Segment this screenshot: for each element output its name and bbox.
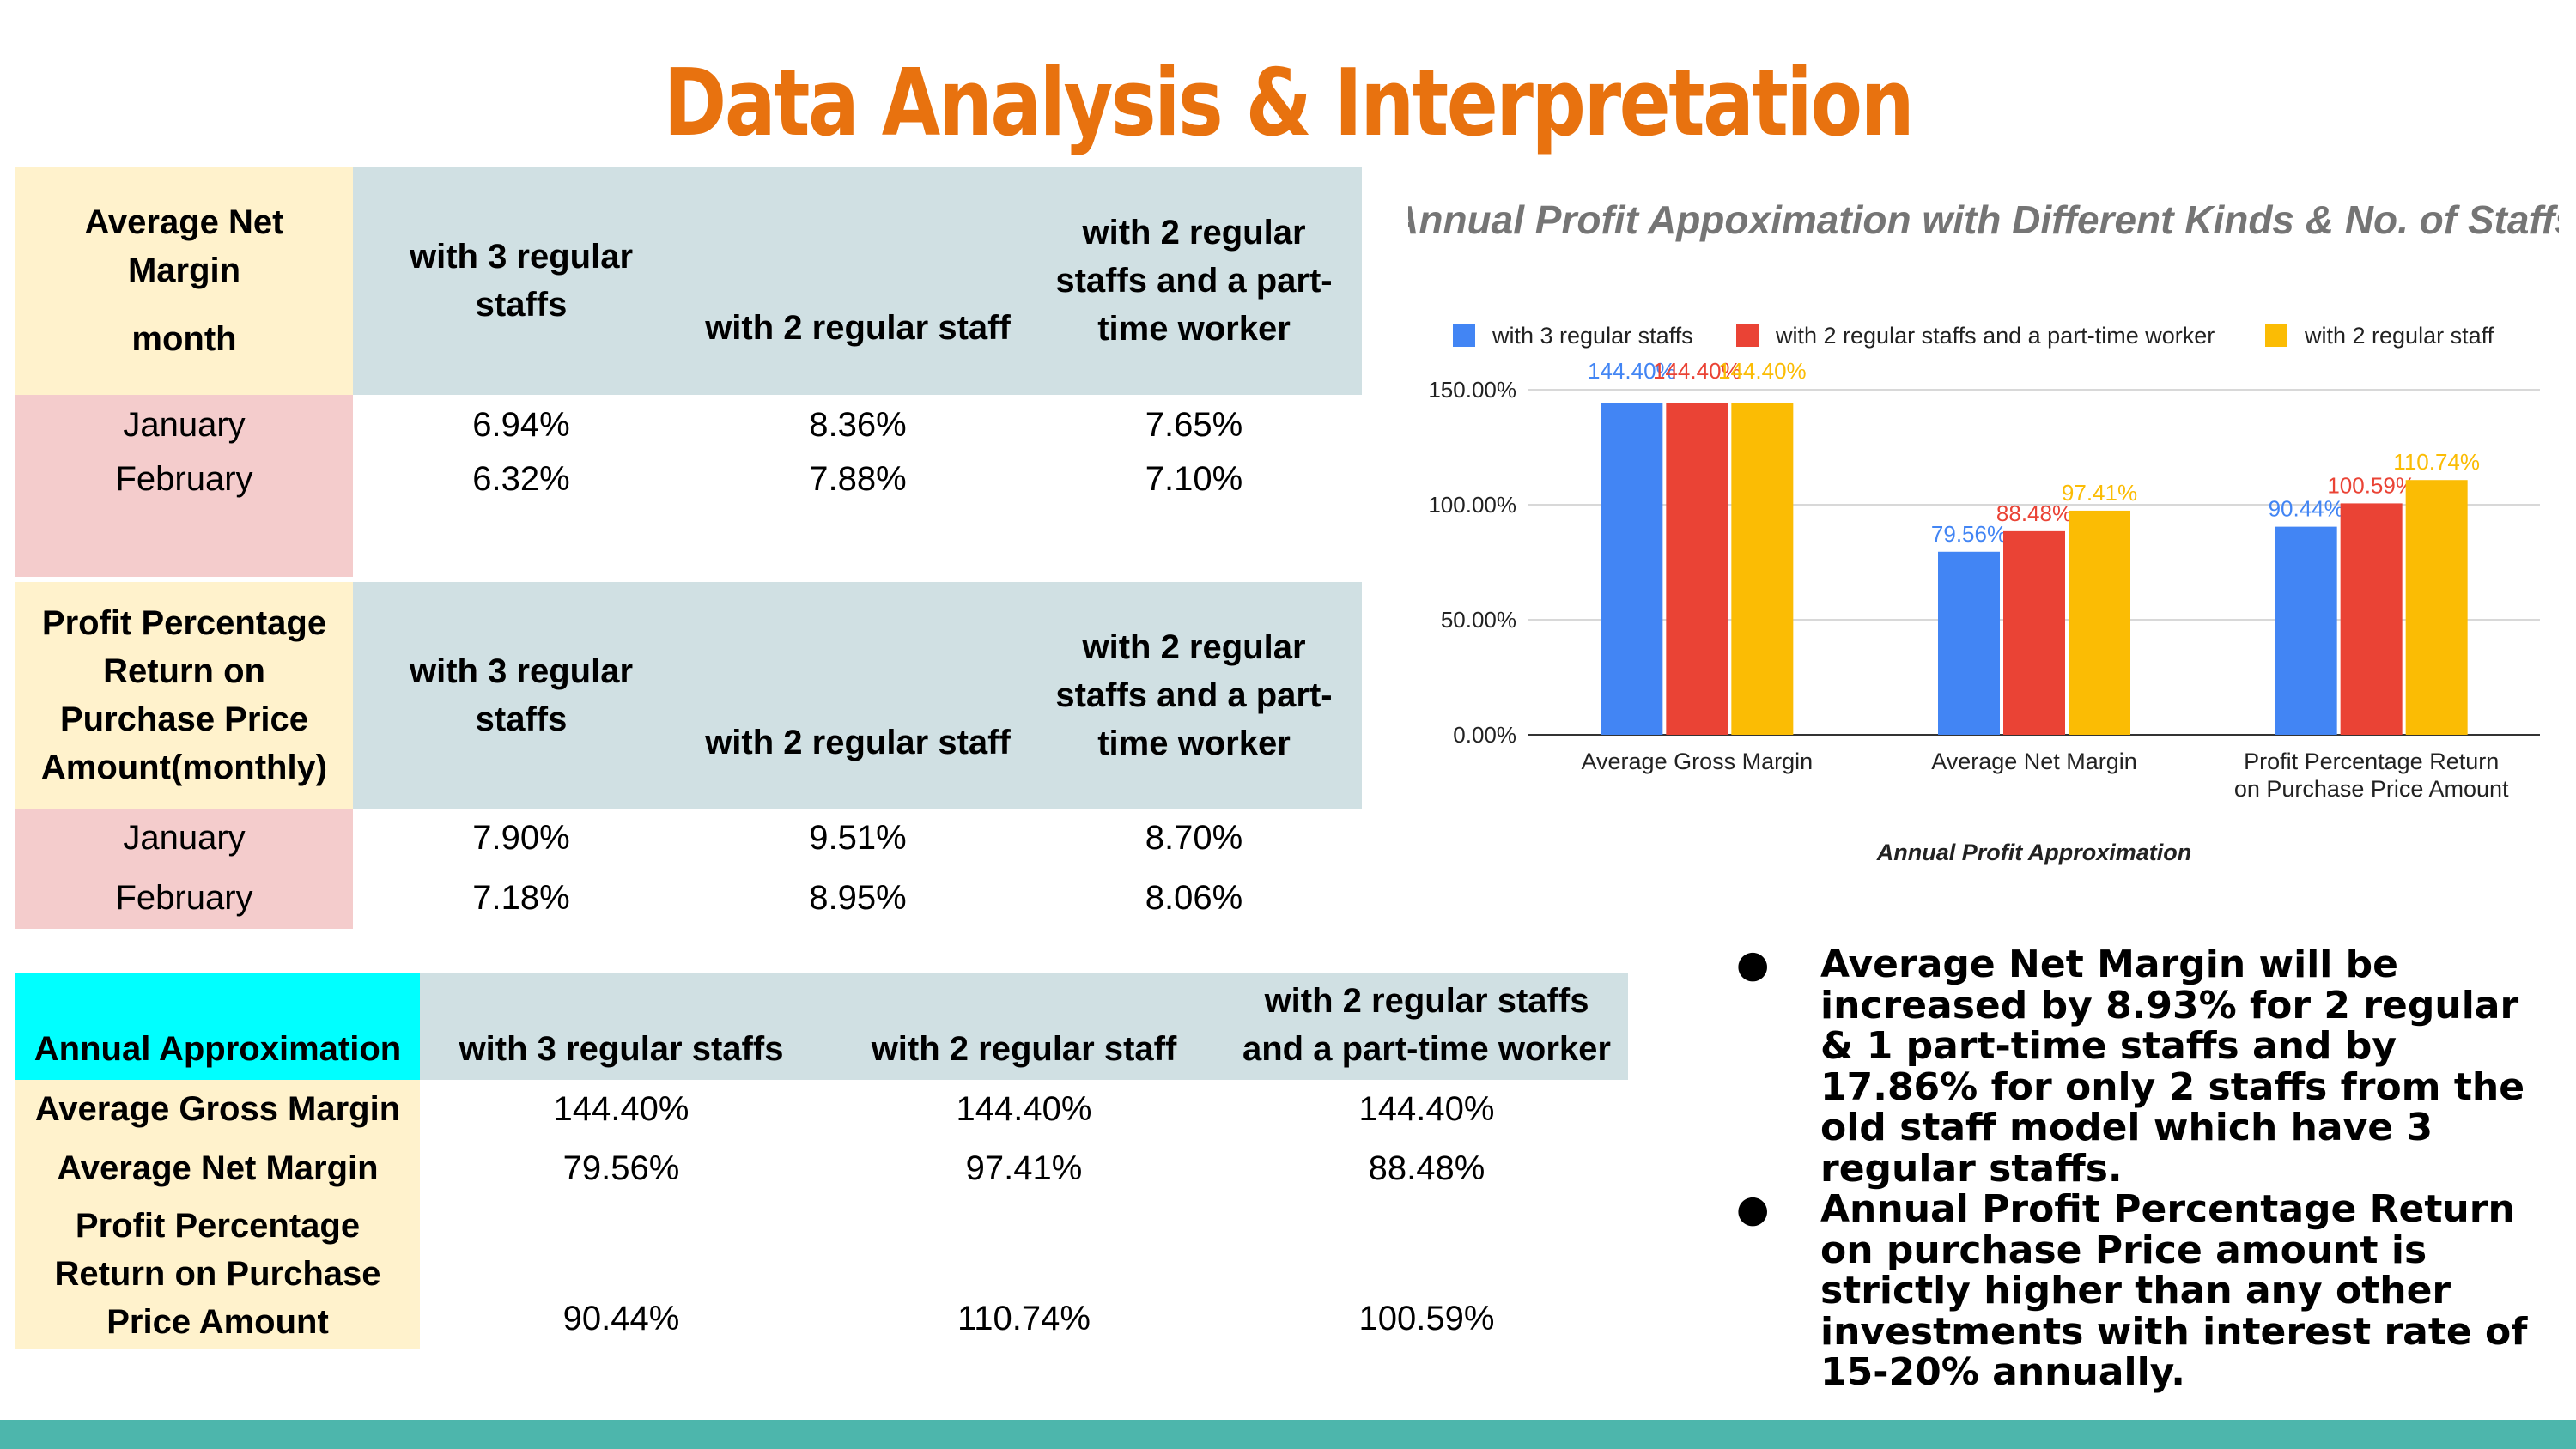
row-label: Profit Percentage Return on Purchase Pri… xyxy=(15,1198,420,1349)
table-cell: 97.41% xyxy=(965,1149,1083,1187)
bar xyxy=(1666,403,1728,735)
net-margin-corner-title: Average Net Margin xyxy=(84,203,284,289)
data-label: 97.41% xyxy=(2062,480,2137,506)
row-label: January xyxy=(15,809,353,867)
bar xyxy=(1938,551,2000,735)
y-tick-label: 50.00% xyxy=(1441,607,1516,633)
annual-approximation-table: Annual Approximation with 3 regular staf… xyxy=(15,973,1628,1349)
net-margin-table: Average Net Margin month with 3 regular … xyxy=(15,167,1362,577)
net-margin-corner-cell: Average Net Margin month xyxy=(15,167,353,395)
column-header: with 2 regular staff xyxy=(823,973,1225,1080)
footer-bar xyxy=(0,1420,2576,1449)
data-label: 90.44% xyxy=(2269,496,2344,522)
data-label: 110.74% xyxy=(2393,449,2480,475)
table-cell: 144.40% xyxy=(1358,1090,1495,1128)
row-label: February xyxy=(15,867,353,929)
column-header: with 3 regular staffs xyxy=(420,973,823,1080)
bar xyxy=(1731,403,1794,735)
x-tick-label: Profit Percentage Return on Purchase Pric… xyxy=(2234,749,2509,802)
row-label: January xyxy=(15,395,353,455)
bullet-item: ● Average Net Margin will be increased b… xyxy=(1726,944,2550,1189)
table-cell: 6.32% xyxy=(472,460,570,498)
table-cell: 8.06% xyxy=(1145,879,1243,917)
legend-swatch xyxy=(1736,324,1759,347)
table-cell: 8.36% xyxy=(809,406,907,444)
column-header: with 2 regular staffs and a part-time wo… xyxy=(1026,167,1362,395)
key-findings-list: ● Average Net Margin will be increased b… xyxy=(1726,944,2550,1393)
annual-profit-chart: Annual Profit Appoximation with Differen… xyxy=(1389,189,2576,893)
data-label: 144.40% xyxy=(1718,358,1807,384)
table-cell: 8.70% xyxy=(1145,819,1243,857)
profit-return-table: Profit Percentage Return on Purchase Pri… xyxy=(15,582,1362,929)
table-cell: 7.10% xyxy=(1145,460,1243,498)
column-header: with 2 regular staffs and a part-time wo… xyxy=(1026,582,1362,809)
table-cell: 7.90% xyxy=(472,819,570,857)
column-header: with 2 regular staff xyxy=(690,582,1026,809)
row-label: February xyxy=(15,455,353,577)
table-cell: 100.59% xyxy=(1358,1300,1495,1337)
column-header: with 2 regular staffs and a part-time wo… xyxy=(1225,973,1628,1080)
legend-label: with 3 regular staffs xyxy=(1492,323,1693,349)
data-label: 100.59% xyxy=(2327,472,2415,498)
legend-swatch xyxy=(1453,324,1475,347)
table-cell: 7.65% xyxy=(1145,406,1243,444)
x-tick-label: Average Net Margin xyxy=(1931,749,2137,774)
y-tick-label: 0.00% xyxy=(1453,722,1516,748)
data-label: 88.48% xyxy=(1996,500,2072,526)
row-label: Average Net Margin xyxy=(15,1138,420,1198)
table-cell: 88.48% xyxy=(1368,1149,1485,1187)
column-header: with 3 regular staffs xyxy=(353,582,690,809)
chart-svg: Annual Profit Appoximation with Differen… xyxy=(1389,197,2576,865)
legend-swatch xyxy=(2265,324,2287,347)
table-cell: 79.56% xyxy=(562,1149,680,1187)
bar xyxy=(2003,530,2065,735)
table-cell: 144.40% xyxy=(956,1090,1092,1128)
bar xyxy=(2340,503,2403,735)
table-cell: 90.44% xyxy=(562,1300,680,1337)
data-label: 144.40% xyxy=(1588,358,1676,384)
table-cell: 9.51% xyxy=(809,819,907,857)
bullet-text: Annual Profit Percentage Return on purch… xyxy=(1820,1187,2528,1394)
row-label: Average Gross Margin xyxy=(15,1080,420,1138)
chart-title: Annual Profit Appoximation with Differen… xyxy=(1408,197,2559,242)
bullet-text: Average Net Margin will be increased by … xyxy=(1820,943,2525,1191)
column-header: with 3 regular staffs xyxy=(353,167,690,395)
bar xyxy=(2405,480,2468,735)
table-cell: 7.88% xyxy=(809,460,907,498)
legend-label: with 2 regular staff xyxy=(2304,323,2494,349)
bar xyxy=(2069,510,2130,735)
column-header: with 2 regular staff xyxy=(690,167,1026,395)
profit-return-corner-title: Profit Percentage Return on Purchase Pri… xyxy=(15,582,353,809)
bullet-dot-icon: ● xyxy=(1736,943,1770,986)
annual-corner-title: Annual Approximation xyxy=(15,973,420,1080)
data-label: 79.56% xyxy=(1931,521,2007,547)
page-title: Data Analysis & Interpretation xyxy=(663,50,1915,157)
net-margin-corner-sub: month xyxy=(131,320,237,358)
x-tick-label: Average Gross Margin xyxy=(1582,749,1814,774)
bullet-dot-icon: ● xyxy=(1736,1187,1770,1231)
table-cell: 6.94% xyxy=(472,406,570,444)
x-axis-title: Annual Profit Approximation xyxy=(1876,840,2192,865)
bar xyxy=(2275,526,2337,735)
table-cell: 8.95% xyxy=(809,879,907,917)
data-label: 144.40% xyxy=(1653,358,1741,384)
table-cell: 144.40% xyxy=(553,1090,690,1128)
y-tick-label: 150.00% xyxy=(1428,377,1516,403)
legend-label: with 2 regular staffs and a part-time wo… xyxy=(1775,323,2215,349)
bar xyxy=(1601,403,1663,735)
table-cell: 7.18% xyxy=(472,879,570,917)
table-cell: 110.74% xyxy=(957,1300,1091,1337)
bullet-item: ● Annual Profit Percentage Return on pur… xyxy=(1726,1189,2550,1393)
y-tick-label: 100.00% xyxy=(1428,492,1516,518)
